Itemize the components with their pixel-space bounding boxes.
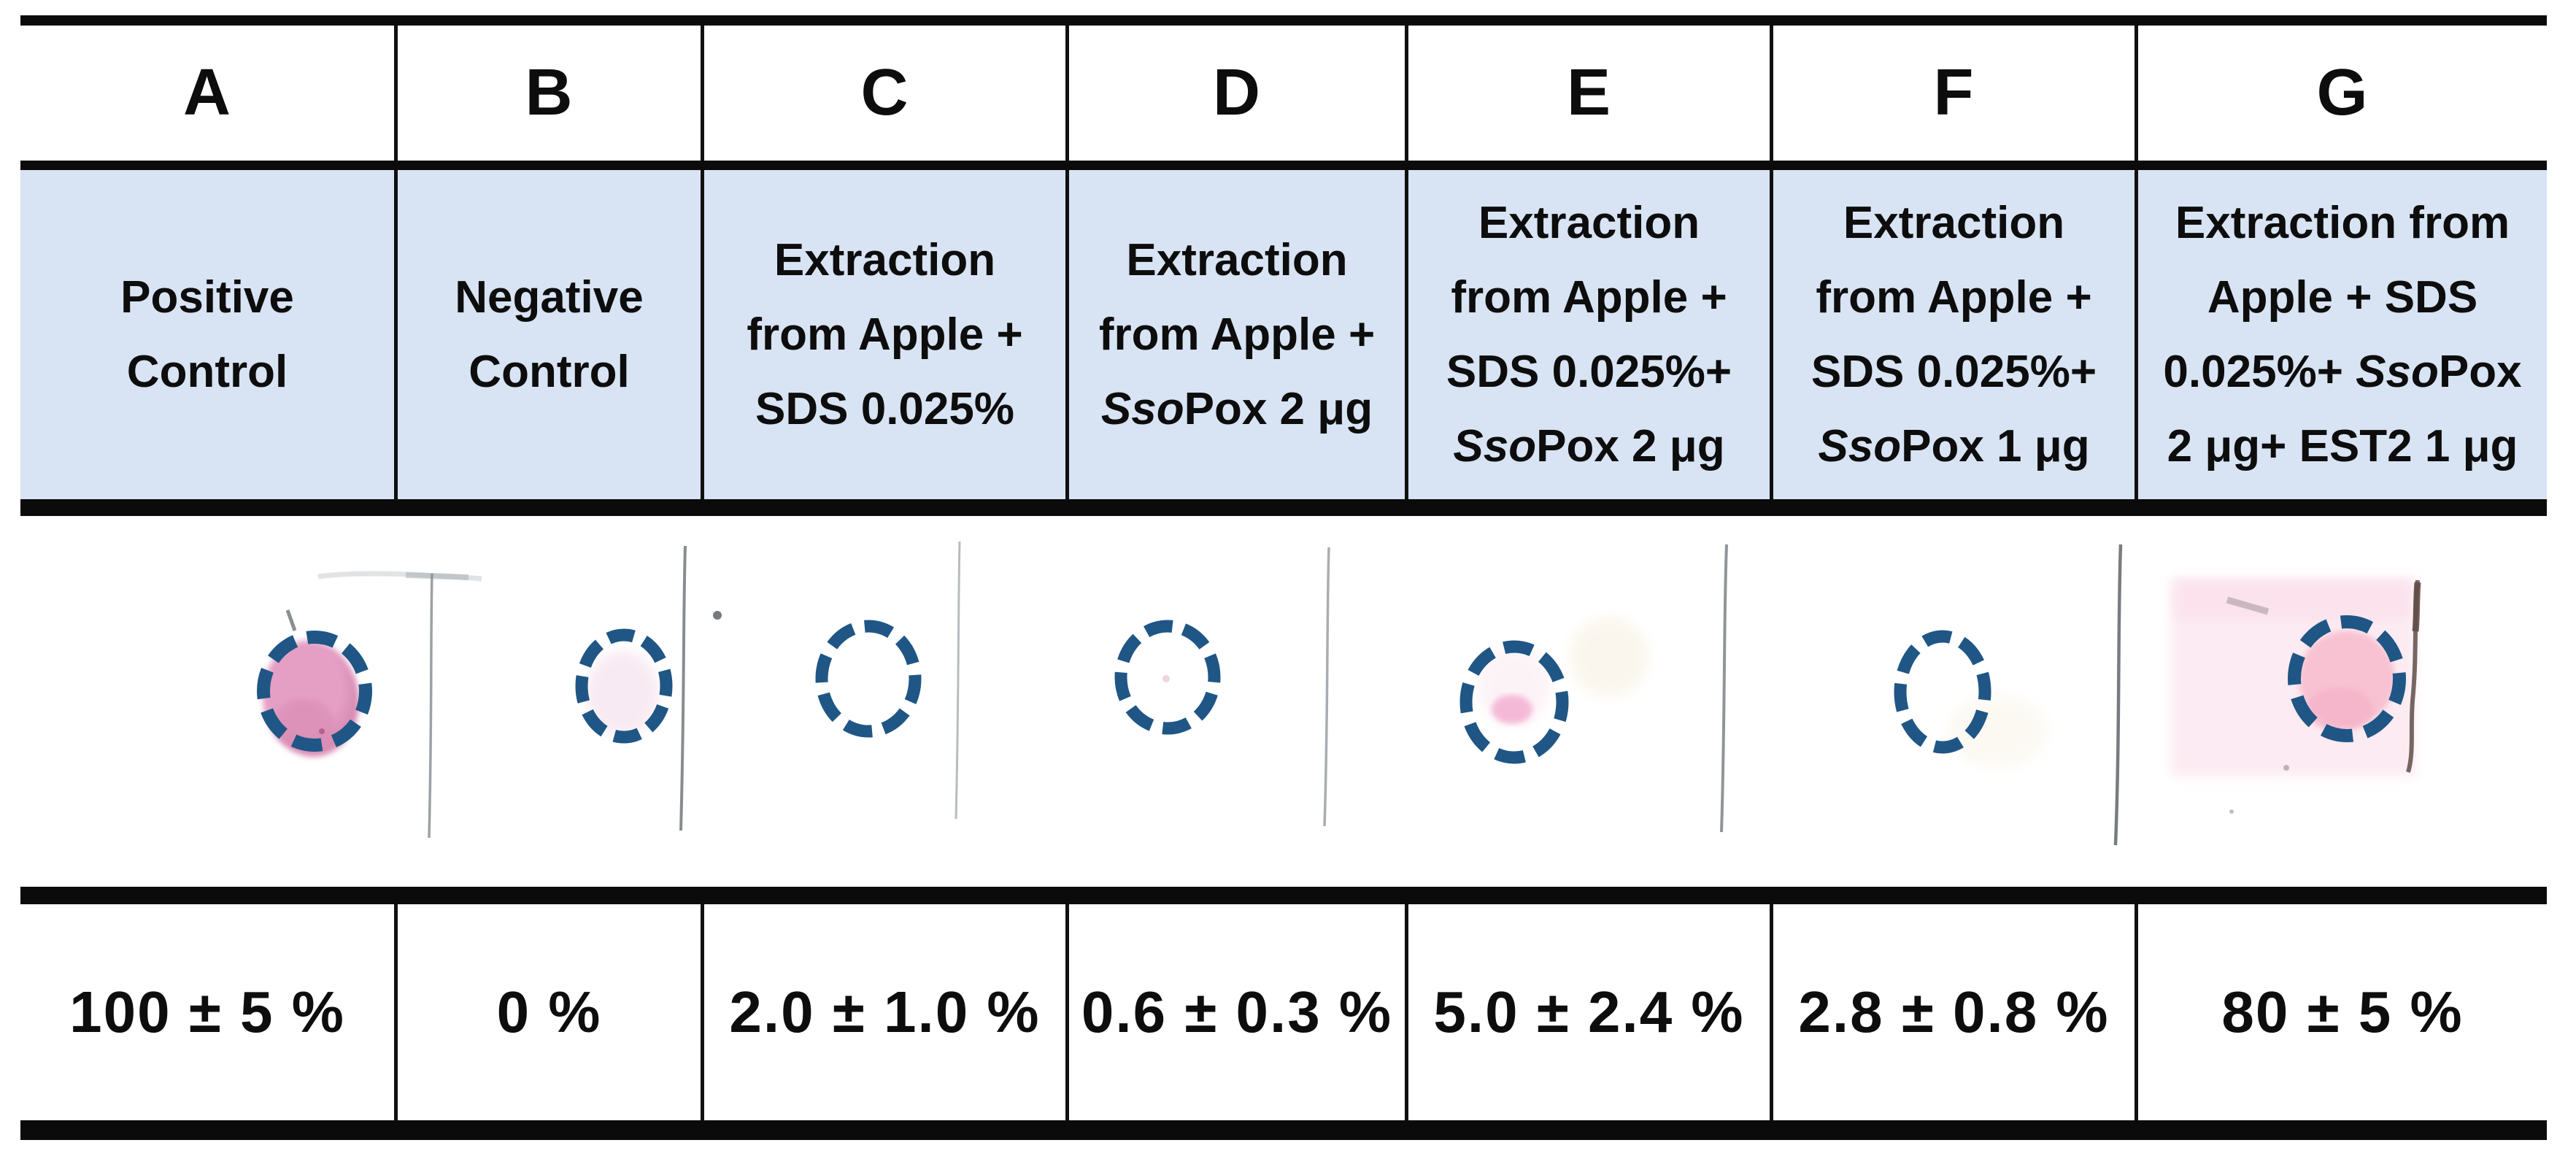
column-letter-b: B (394, 26, 701, 161)
column-letter-a: A (183, 56, 231, 129)
column-letter-row: A B C D E F G (20, 26, 2547, 161)
spot-g-patch-edge-dark-top (2412, 582, 2421, 632)
spot-g-dashed-circle (2288, 615, 2406, 742)
strip-edge-line-c (955, 541, 961, 820)
condition-extraction-sds-ssopox1: Extraction from Apple + SDS 0.025%+ SsoPox … (1770, 170, 2135, 499)
result-f: 2.8 ± 0.8 % (1770, 904, 2135, 1120)
column-letter-d: D (1065, 26, 1405, 161)
condition-header-row: Positive Control Negative Control Extracti… (20, 170, 2547, 499)
spot-a-pink-blob (262, 640, 360, 757)
result-g: 80 ± 5 % (2135, 904, 2547, 1120)
spot-g-patch-edge-line (2406, 579, 2420, 773)
result-c: 2.0 ± 1.0 % (701, 904, 1065, 1120)
spot-a-pink-blob-dark (273, 699, 334, 749)
column-letter-e: E (1405, 26, 1770, 161)
condition-extraction-sds: Extraction from Apple + SDS 0.025% (701, 170, 1065, 499)
spot-g-patch-top-band (2175, 579, 2413, 620)
spot-g-patch-smudge (2226, 596, 2270, 615)
table-rule-bottom (20, 1120, 2547, 1140)
column-letter-c: C (701, 26, 1065, 161)
condition-positive-control: Positive Control (120, 271, 294, 397)
strip-a-top-smudge-dark (405, 572, 469, 580)
table-rule-below-letters (20, 161, 2547, 170)
result-e: 5.0 ± 2.4 % (1405, 904, 1770, 1120)
spot-e-cream-smudge (1569, 617, 1649, 697)
table-rule-top (20, 15, 2547, 26)
spot-d-fleck (1162, 675, 1170, 682)
strip-a-tick-mark (285, 609, 297, 631)
result-b: 0 % (394, 904, 701, 1120)
spot-e-pink-trace (1492, 695, 1532, 724)
strip-b-speck (713, 611, 722, 620)
column-letter-f: F (1770, 26, 2135, 161)
spot-f-cream-smear (1948, 695, 2047, 768)
result-a: 100 ± 5 % (69, 979, 345, 1044)
spot-d-dashed-circle (1114, 620, 1221, 735)
condition-extraction-ssopox2: Extraction from Apple + SsoPox 2 μg (1065, 170, 1405, 499)
column-letter-g: G (2135, 26, 2547, 161)
spot-a-dashed-circle (257, 631, 372, 752)
spot-e-dashed-circle (1459, 640, 1569, 764)
strip-edge-line-d (1323, 547, 1330, 827)
condition-negative-control: Negative Control (394, 170, 701, 499)
spot-g-pink-spot-dark (2306, 688, 2373, 731)
spot-b-dashed-circle (575, 628, 673, 744)
table-rule-above-results (20, 887, 2547, 904)
signal-percentage-row: 100 ± 5 % 0 % 2.0 ± 1.0 % 0.6 ± 0.3 % 5.… (20, 904, 2547, 1120)
spot-g-speck-2 (2229, 809, 2234, 814)
strip-edge-line-e (1720, 544, 1728, 833)
strip-edge-line-f (2113, 544, 2123, 846)
condition-extraction-sds-ssopox-est2: Extraction from Apple + SDS 0.025%+ SsoPox… (2135, 170, 2547, 499)
spot-b-faint-haze (586, 651, 659, 736)
table-rule-below-header (20, 499, 2547, 516)
spot-g-speck-1 (2283, 765, 2289, 771)
spot-g-pink-spot (2299, 631, 2395, 727)
result-d: 0.6 ± 0.3 % (1065, 904, 1405, 1120)
spot-e-faint-wash (1478, 646, 1551, 726)
spot-a-fleck (319, 728, 325, 734)
strip-a-top-smudge (317, 571, 482, 582)
spot-g-pink-patch (2171, 578, 2415, 777)
strip-edge-line-b (679, 545, 687, 831)
strip-edge-line-a (428, 573, 433, 839)
spot-f-dashed-circle (1894, 630, 1991, 754)
condition-extraction-sds-ssopox2: Extraction from Apple + SDS 0.025%+ SsoPox … (1405, 170, 1770, 499)
spot-c-dashed-circle (815, 620, 922, 738)
